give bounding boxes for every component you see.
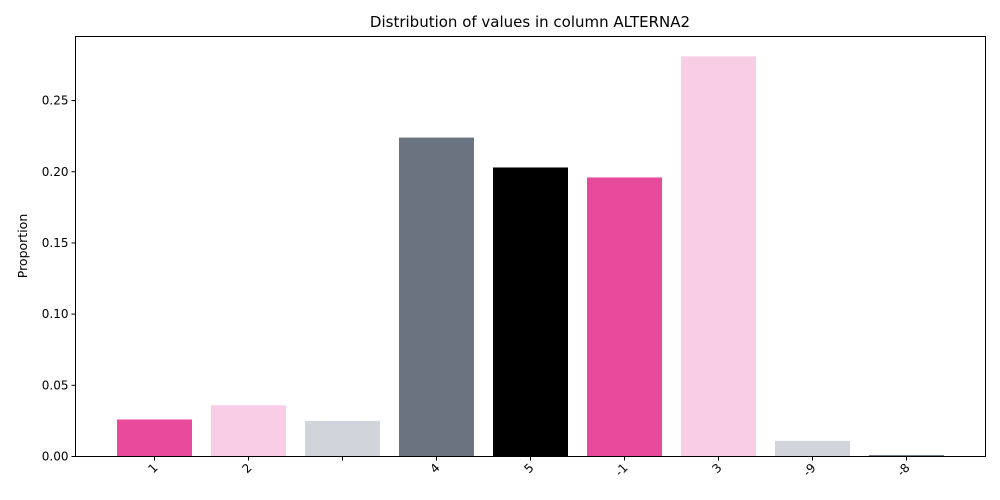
y-tick-label: 0.15 <box>42 236 69 250</box>
y-tick-label: 0.10 <box>42 307 69 321</box>
chart-title: Distribution of values in column ALTERNA… <box>370 13 690 31</box>
bar <box>117 419 192 457</box>
x-tick-label: -9 <box>800 461 818 479</box>
bar <box>493 167 568 457</box>
x-tick-label: -1 <box>612 461 630 479</box>
bar <box>399 137 474 457</box>
bar <box>587 177 662 457</box>
y-tick-label: 0.00 <box>42 450 69 464</box>
y-tick-label: 0.25 <box>42 94 69 108</box>
bar <box>775 440 850 457</box>
y-tick-label: 0.20 <box>42 165 69 179</box>
bar <box>211 405 286 457</box>
bars-layer <box>117 56 944 457</box>
bar <box>681 56 756 457</box>
x-tick-label: 1 <box>145 461 160 476</box>
x-tick-label: 3 <box>709 461 724 476</box>
y-axis-label: Proportion <box>15 214 30 279</box>
x-tick-label: 4 <box>427 461 442 476</box>
y-axis-ticks: 0.00 0.05 0.10 0.15 0.20 0.25 <box>42 94 76 464</box>
plot-area-frame <box>75 36 986 457</box>
y-tick-label: 0.05 <box>42 378 69 392</box>
x-tick-label: 2 <box>239 461 254 476</box>
x-tick-label: -8 <box>894 461 912 479</box>
bar <box>869 455 944 457</box>
x-axis-ticks: 1 2 4 5 -1 3 -9 -8 <box>145 456 913 479</box>
bar <box>305 420 380 457</box>
x-tick-label: 5 <box>521 461 536 476</box>
